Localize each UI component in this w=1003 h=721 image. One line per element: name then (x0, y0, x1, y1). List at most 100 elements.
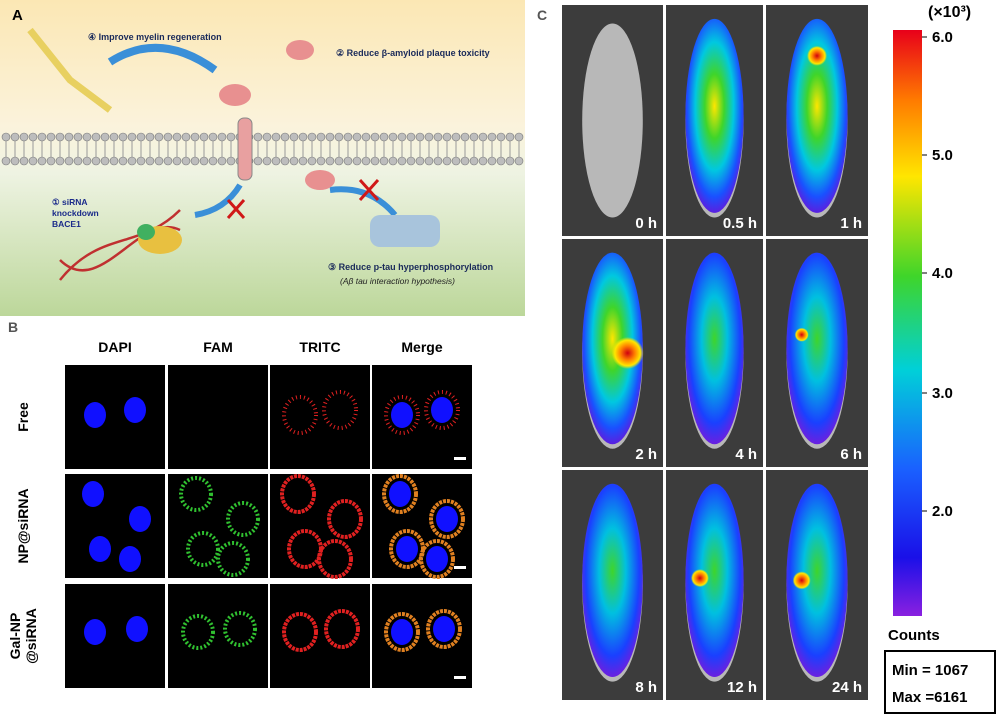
column-header: FAM (203, 339, 233, 355)
lipid-head (208, 156, 218, 166)
scale-bar (454, 676, 466, 679)
lipid-head (469, 156, 479, 166)
block-mark (226, 178, 380, 219)
lipid-head (109, 132, 119, 142)
lipid-head (82, 132, 92, 142)
micrograph (270, 584, 370, 688)
lipid-head (262, 156, 272, 166)
lipid-head (271, 156, 281, 166)
micrograph (65, 584, 165, 688)
step-note: (Aβ tau interaction hypothesis) (340, 276, 455, 286)
lipid-head (298, 132, 308, 142)
micrograph (372, 584, 472, 688)
lipid-head (298, 156, 308, 166)
lipid-head (289, 132, 299, 142)
lipid-head (415, 156, 425, 166)
lipid-head (442, 132, 452, 142)
lipid-head (55, 156, 65, 166)
tritc-signal (384, 395, 420, 435)
colorbar-tick-label: 4.0 (932, 265, 953, 282)
max-text: Max =6161 (892, 689, 967, 706)
lipid-head (505, 132, 515, 142)
lipid-head (226, 132, 236, 142)
lipid-head (154, 156, 164, 166)
lipid-head (370, 132, 380, 142)
rnai-complex (137, 224, 155, 240)
tritc-signal (384, 612, 420, 652)
fam-signal (216, 541, 250, 577)
nucleus (126, 616, 148, 642)
lipid-head (226, 156, 236, 166)
fam-signal (223, 611, 257, 647)
lipid-head (388, 156, 398, 166)
tritc-signal (282, 612, 318, 652)
tritc-signal (382, 474, 418, 514)
lipid-head (262, 132, 272, 142)
lipid-head (451, 156, 461, 166)
lipid-head (208, 132, 218, 142)
lipid-head (163, 132, 173, 142)
tritc-signal (429, 499, 465, 539)
lipid-head (100, 156, 110, 166)
nucleus (129, 506, 151, 532)
micrograph (65, 474, 165, 578)
lipid-head (487, 132, 497, 142)
protein (286, 40, 314, 60)
lipid-head (100, 132, 110, 142)
column-header: DAPI (98, 339, 131, 355)
lipid-head (397, 156, 407, 166)
signal (685, 483, 744, 677)
lipid-head (433, 156, 443, 166)
nucleus (436, 506, 458, 532)
lipid-head (361, 156, 371, 166)
nucleus (433, 616, 455, 642)
min-text: Min = 1067 (892, 662, 968, 679)
lipid-head (280, 132, 290, 142)
micrograph (168, 365, 268, 469)
lipid-head (424, 132, 434, 142)
lipid-head (406, 132, 416, 142)
tritc-signal (322, 390, 358, 430)
lipid-head (10, 132, 20, 142)
micrograph (168, 474, 268, 578)
fam-signal (181, 614, 215, 650)
lipid-head (271, 132, 281, 142)
lipid-head (127, 156, 137, 166)
lipid-head (478, 132, 488, 142)
lipid-head (136, 132, 146, 142)
lipid-head (181, 132, 191, 142)
lipid-head (172, 132, 182, 142)
lipid-head (91, 132, 101, 142)
lipid-head (136, 156, 146, 166)
lipid-head (145, 132, 155, 142)
row-label: NP@siRNA (15, 488, 31, 563)
time-label: 12 h (727, 679, 757, 696)
lipid-head (325, 132, 335, 142)
lipid-head (217, 132, 227, 142)
fam-signal (186, 531, 220, 567)
nucleus (431, 397, 453, 423)
lipid-head (316, 132, 326, 142)
fam-signal (226, 501, 260, 537)
colorbar-label: Counts (888, 627, 940, 644)
step-text: ④ Improve myelin regeneration (88, 32, 222, 42)
tau-fibrils (370, 215, 440, 247)
lipid-head (19, 156, 29, 166)
lipid-head (118, 132, 128, 142)
time-label: 24 h (832, 679, 862, 696)
lipid-head (28, 132, 38, 142)
nucleus (119, 546, 141, 572)
panel-label: A (12, 7, 23, 24)
lipid-head (442, 156, 452, 166)
lipid-head (172, 156, 182, 166)
tritc-signal (424, 390, 460, 430)
hot-spot (807, 45, 827, 66)
nucleus (391, 402, 413, 428)
arrow (107, 43, 218, 74)
colorbar-tick-label: 6.0 (932, 29, 953, 46)
lipid-head (415, 132, 425, 142)
nucleus (396, 536, 418, 562)
lipid-head (145, 156, 155, 166)
micrograph (270, 365, 370, 469)
nucleus (391, 619, 413, 645)
